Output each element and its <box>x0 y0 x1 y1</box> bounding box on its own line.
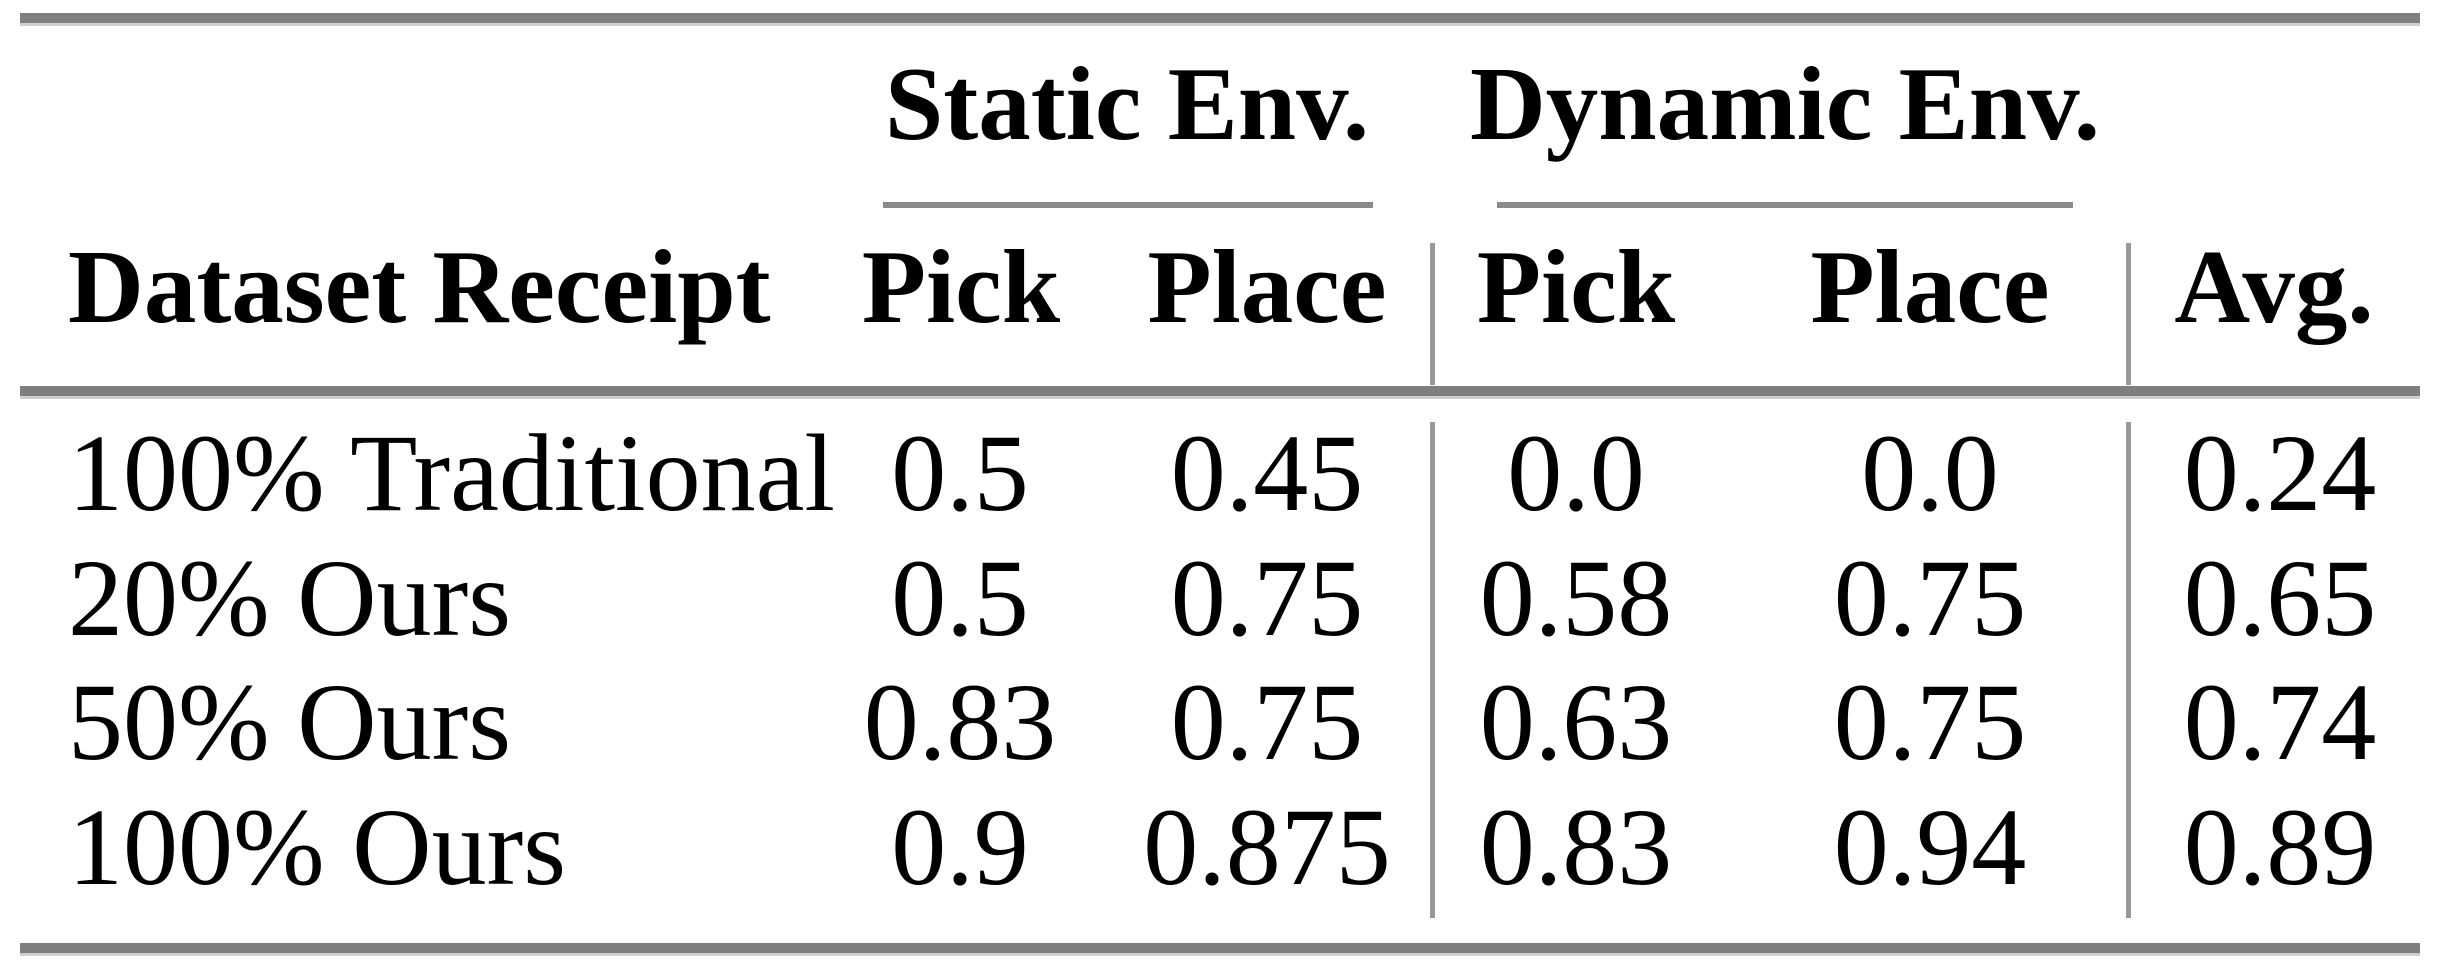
table-cell: 0.58 <box>1479 537 1673 659</box>
static-env-underline <box>883 202 1373 208</box>
static-dynamic-separator-bottom <box>1430 422 1435 918</box>
table-cell: 0.94 <box>1833 786 2027 908</box>
table-cell: 0.83 <box>1479 786 1673 908</box>
table-cell: 0.0 <box>1861 412 1999 534</box>
row-label: 100% Ours <box>68 786 567 908</box>
table-cell: 0.75 <box>1170 661 1364 783</box>
dynamic-env-underline <box>1497 202 2073 208</box>
col-header-dynamic-pick: Pick <box>1476 228 1676 345</box>
table-cell: 0.65 <box>2183 537 2377 659</box>
table-cell: 0.875 <box>1143 786 1391 908</box>
dynamic-avg-separator-top <box>2126 243 2131 385</box>
col-header-static-pick: Pick <box>861 228 1061 345</box>
col-group-static-env: Static Env. <box>884 45 1370 162</box>
table-cell: 0.75 <box>1833 537 2027 659</box>
col-header-avg: Avg. <box>2174 228 2374 345</box>
table-cell: 0.45 <box>1170 412 1364 534</box>
col-header-dynamic-place: Place <box>1810 228 2050 345</box>
table-cell: 0.24 <box>2183 412 2377 534</box>
row-label: 50% Ours <box>68 661 512 783</box>
table-bottom-rule <box>20 943 2420 956</box>
col-group-dynamic-env: Dynamic Env. <box>1469 45 2101 162</box>
row-label: 100% Traditional <box>68 412 835 534</box>
table-cell: 0.75 <box>1170 537 1364 659</box>
table-cell: 0.9 <box>891 786 1029 908</box>
table-cell: 0.89 <box>2183 786 2377 908</box>
table-header-rule <box>20 386 2420 399</box>
row-label: 20% Ours <box>68 537 512 659</box>
table-cell: 0.63 <box>1479 661 1673 783</box>
table-cell: 0.83 <box>863 661 1057 783</box>
col-header-static-place: Place <box>1147 228 1387 345</box>
table-cell: 0.5 <box>891 537 1029 659</box>
table-cell: 0.74 <box>2183 661 2377 783</box>
table-cell: 0.0 <box>1507 412 1645 534</box>
table-top-rule <box>20 13 2420 26</box>
table-cell: 0.75 <box>1833 661 2027 783</box>
static-dynamic-separator-top <box>1430 243 1435 385</box>
col-header-dataset-receipt: Dataset Receipt <box>68 228 771 345</box>
dynamic-avg-separator-bottom <box>2126 422 2131 918</box>
table-cell: 0.5 <box>891 412 1029 534</box>
